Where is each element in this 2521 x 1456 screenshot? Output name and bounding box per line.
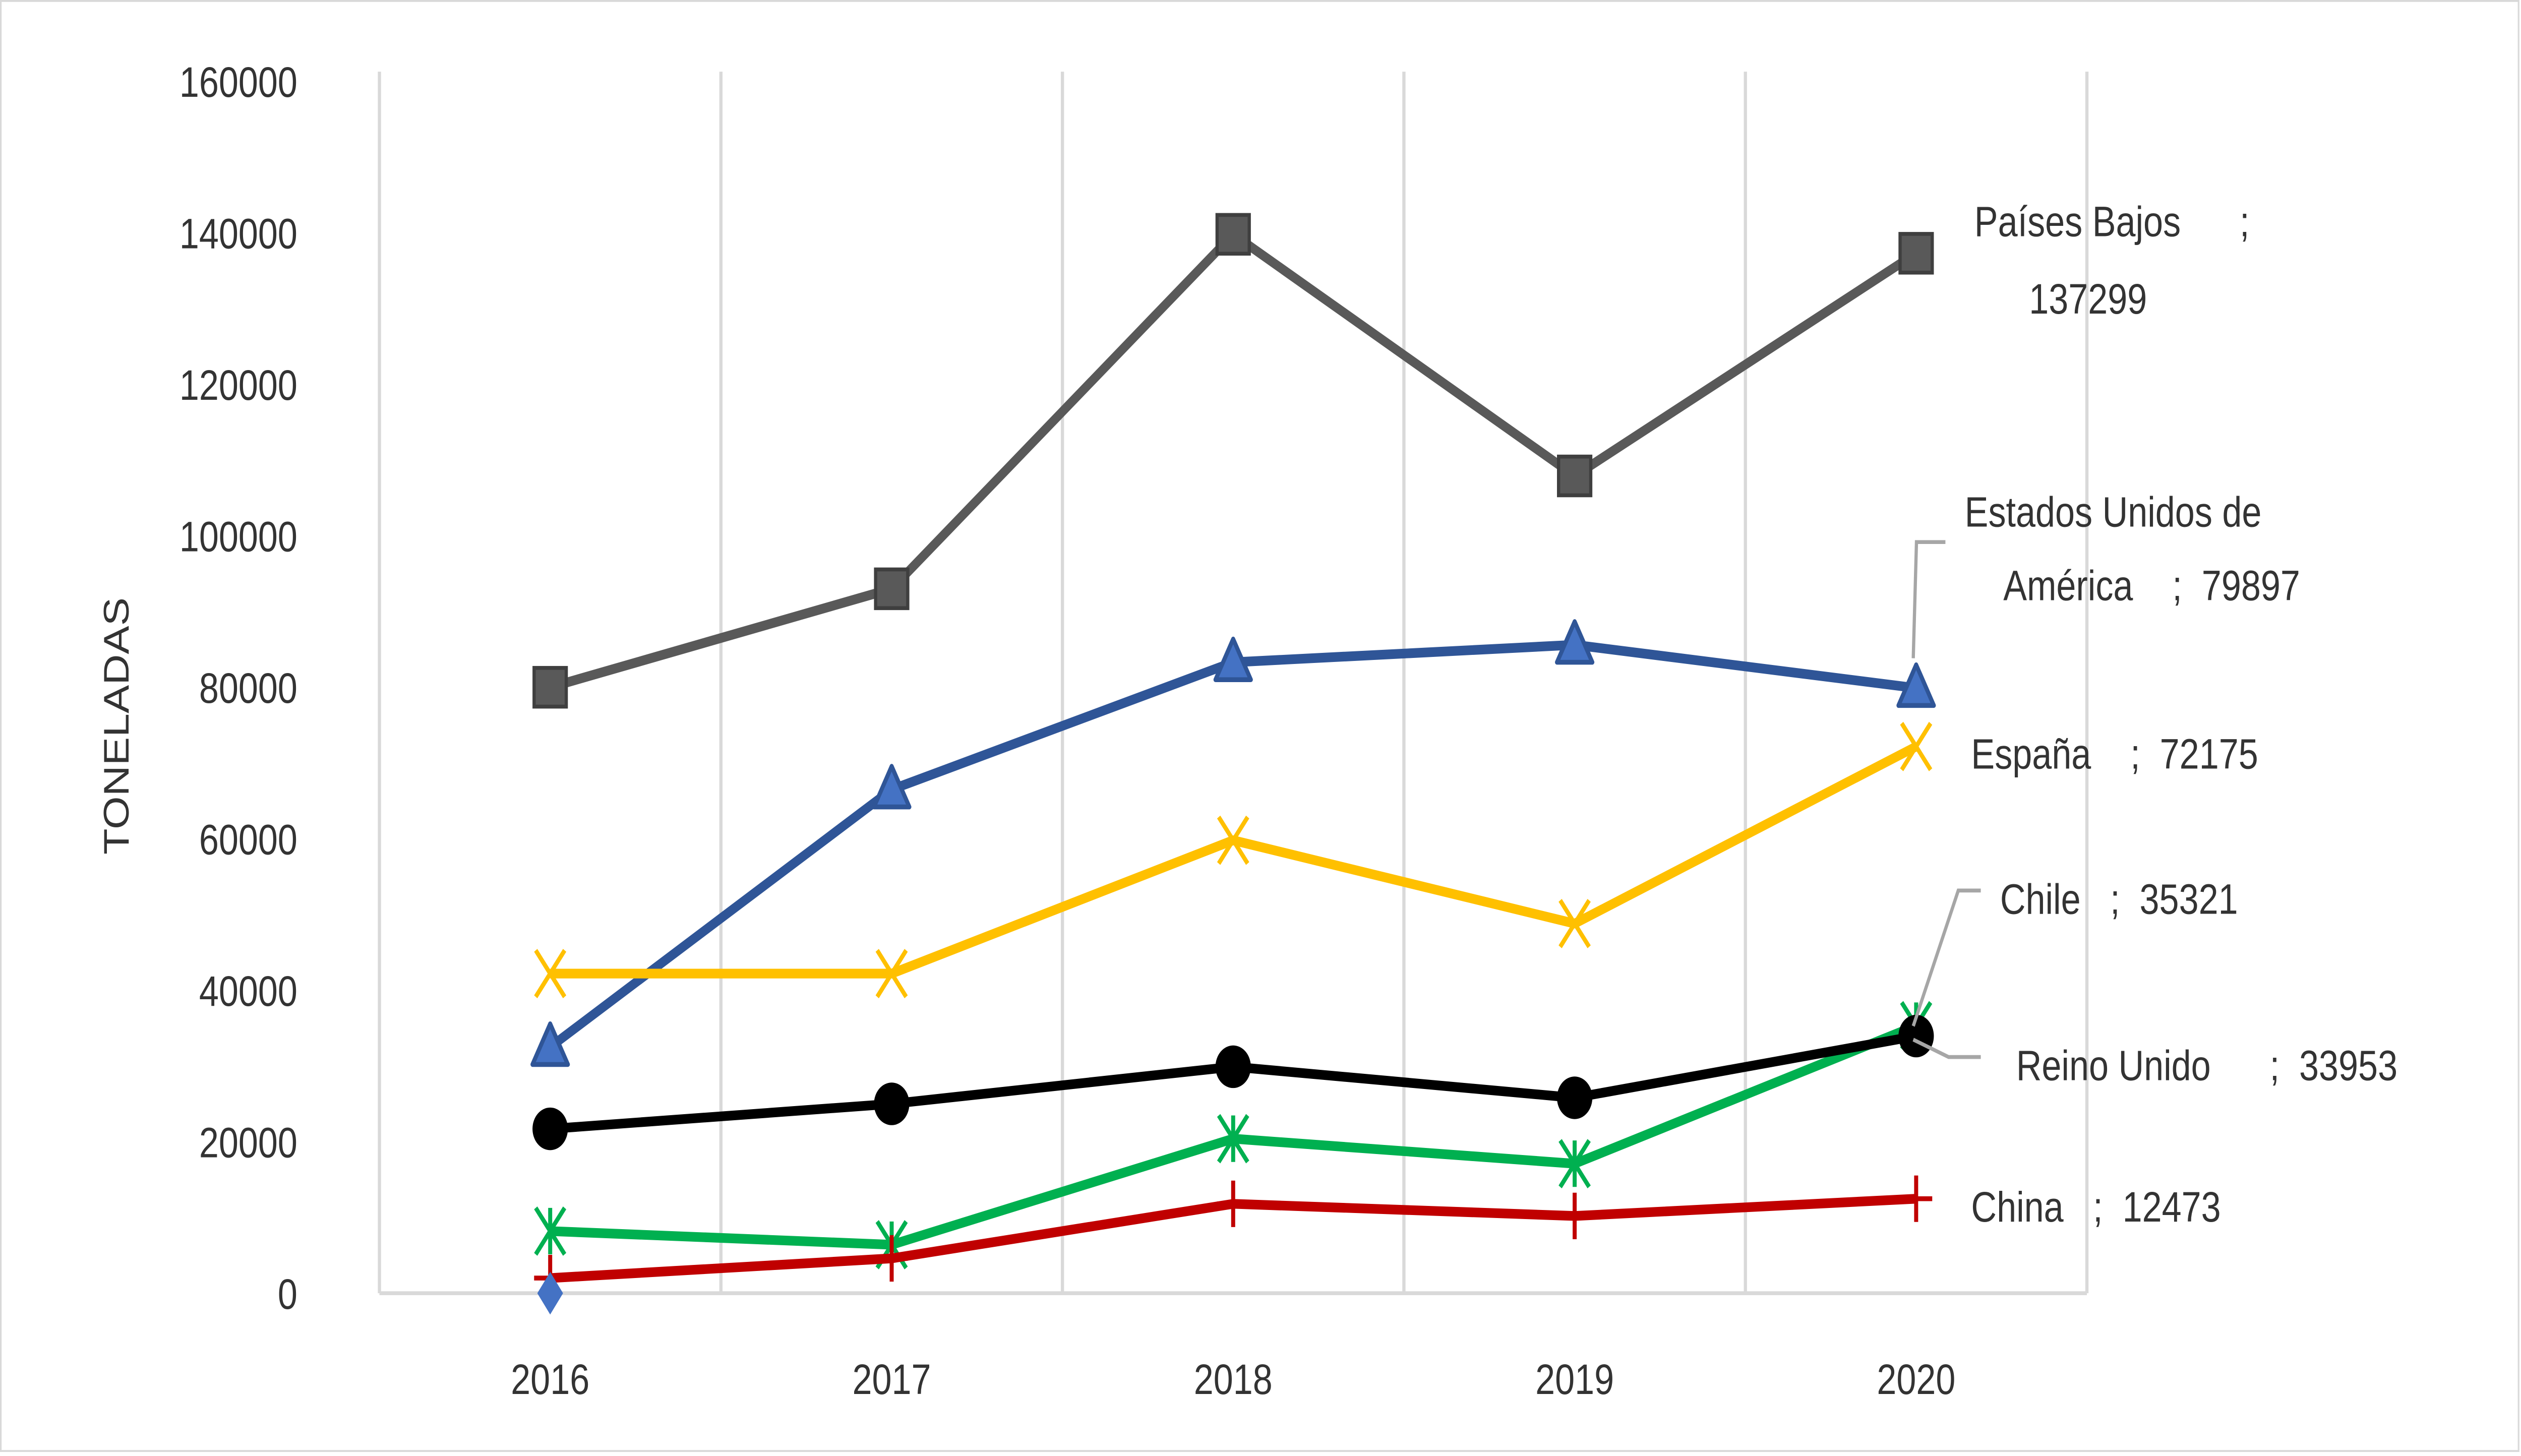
- star-marker: [1217, 1114, 1249, 1164]
- circle-marker: [532, 1107, 568, 1150]
- triangle-marker: [1896, 662, 1936, 708]
- square-marker: [1215, 213, 1251, 256]
- y-tick-label: 0: [278, 1271, 297, 1318]
- x-tick-label: 2016: [511, 1356, 589, 1404]
- plus-marker: [1558, 1192, 1591, 1239]
- series-españa: [534, 721, 1933, 999]
- y-tick-label: 40000: [199, 968, 297, 1015]
- plus-marker: [1217, 1180, 1249, 1227]
- square-marker: [532, 665, 568, 709]
- leader-line: [1912, 1038, 1981, 1059]
- data-label: Estados Unidos de: [1965, 489, 2262, 536]
- y-tick-label: 120000: [179, 362, 297, 409]
- data-label: América ; 79897: [2003, 562, 2300, 610]
- y-tick-label: 100000: [179, 513, 297, 561]
- y-axis-ticks: 0 20000 40000 60000 80000 100000 120000 140000 1…: [179, 59, 297, 1318]
- square-marker: [874, 567, 910, 611]
- x-marker: [534, 949, 567, 999]
- triangle-marker: [1213, 636, 1253, 682]
- x-marker: [875, 949, 908, 999]
- data-label: España ; 72175: [1971, 731, 2258, 778]
- y-tick-label: 160000: [179, 59, 297, 106]
- y-tick-label: 60000: [199, 816, 297, 864]
- plus-marker: [875, 1235, 908, 1282]
- triangle-marker: [530, 1021, 570, 1067]
- y-tick-label: 140000: [179, 210, 297, 258]
- x-tick-label: 2018: [1194, 1356, 1273, 1404]
- leader-line: [1911, 540, 1946, 658]
- triangle-marker: [1555, 619, 1595, 665]
- series-unnamed: [537, 1271, 563, 1315]
- square-marker: [1557, 454, 1593, 498]
- star-marker: [1558, 1139, 1591, 1189]
- triangle-marker: [872, 764, 912, 810]
- x-axis-ticks: 2016 2017 2018 2019 2020: [511, 1356, 1955, 1404]
- series-países-bajos: [532, 213, 1934, 709]
- data-label: Reino Unido ; 33953: [2016, 1043, 2397, 1090]
- star-marker: [534, 1206, 567, 1256]
- circle-marker: [1557, 1076, 1593, 1119]
- x-tick-label: 2020: [1877, 1356, 1955, 1404]
- x-tick-label: 2017: [852, 1356, 931, 1404]
- y-tick-label: 80000: [199, 665, 297, 712]
- x-marker: [1217, 815, 1249, 865]
- circle-marker: [1215, 1045, 1251, 1088]
- series-estados-unidos-de-américa: [530, 619, 1936, 1067]
- y-axis-label: TONELADAS: [97, 597, 137, 855]
- y-tick-label: 20000: [199, 1119, 297, 1167]
- gridlines: [378, 72, 2089, 1295]
- circle-marker: [874, 1082, 910, 1125]
- data-labels: Países Bajos ; 137299 Estados Unidos de Amé…: [1911, 198, 2397, 1231]
- diamond-marker: [537, 1271, 563, 1315]
- data-label: Chile ; 35321: [2000, 876, 2238, 923]
- data-label: China ; 12473: [1971, 1184, 2220, 1231]
- square-marker: [1898, 232, 1934, 275]
- x-tick-label: 2019: [1535, 1356, 1614, 1404]
- x-marker: [1558, 898, 1591, 948]
- series-china: [534, 1175, 1933, 1302]
- data-label: Países Bajos ;: [1974, 198, 2250, 246]
- x-marker: [1900, 721, 1933, 771]
- plus-marker: [1900, 1175, 1933, 1222]
- leader-line: [1911, 888, 1981, 1027]
- data-label: 137299: [2029, 276, 2147, 323]
